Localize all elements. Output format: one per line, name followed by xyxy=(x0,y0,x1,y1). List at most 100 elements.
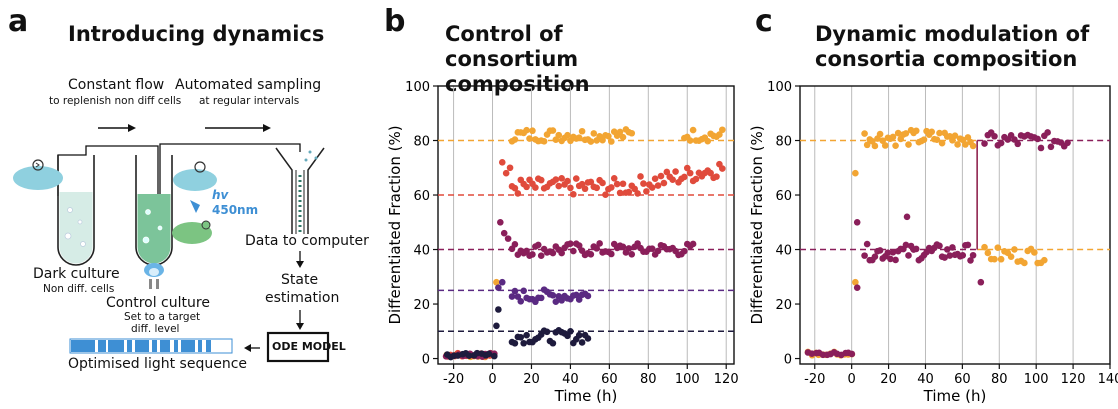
data-point xyxy=(949,244,956,251)
data-point xyxy=(599,179,606,187)
data-point xyxy=(523,126,530,134)
data-point xyxy=(584,335,592,342)
data-point xyxy=(981,140,988,147)
data-point xyxy=(619,243,627,251)
x-tick-label: 80 xyxy=(640,372,657,387)
data-point xyxy=(1064,139,1071,147)
ode-model-label: ODE MODEL xyxy=(272,340,346,353)
data-point xyxy=(504,235,512,242)
data-point xyxy=(943,246,951,253)
chart-b: -20 0 20 40 60 80 100 120 0 20 40 60 80 100 Time (h) Di… xyxy=(386,80,739,405)
dark-culture-subtitle: Non diff. cells xyxy=(43,283,115,295)
data-point xyxy=(552,298,560,306)
data-point xyxy=(713,173,720,180)
data-point xyxy=(555,182,563,190)
y-tick-label: 0 xyxy=(422,353,430,368)
data-point xyxy=(1007,253,1015,260)
x-tick-label: 20 xyxy=(880,372,897,387)
data-point xyxy=(876,130,884,138)
data-point xyxy=(537,294,545,302)
data-point xyxy=(495,306,502,313)
data-point xyxy=(716,131,723,138)
data-point xyxy=(967,257,974,264)
data-point xyxy=(984,249,992,257)
data-point xyxy=(564,131,571,139)
light-sequence-label: Optimised light sequence xyxy=(68,356,247,372)
y-tick-label: 60 xyxy=(775,189,792,204)
panel-c-title-text: Dynamic modulation of consortia composit… xyxy=(815,22,1090,71)
x-tick-label: 0 xyxy=(848,372,856,387)
plot-frame xyxy=(799,85,1111,365)
data-point xyxy=(578,127,586,135)
data-point xyxy=(994,244,1002,251)
x-tick-label: 60 xyxy=(601,372,618,387)
data-point xyxy=(567,184,574,192)
data-point xyxy=(532,184,539,191)
data-point xyxy=(514,190,522,197)
data-point xyxy=(610,174,618,182)
data-point xyxy=(596,240,603,247)
data-point xyxy=(517,297,525,305)
data-point xyxy=(497,218,504,226)
y-tick-label: 100 xyxy=(405,80,430,95)
control-culture-tube-icon xyxy=(135,155,173,266)
data-point xyxy=(889,133,897,141)
panel-a-diagram xyxy=(13,124,330,363)
x-tick-label: 0 xyxy=(488,372,496,387)
data-point xyxy=(692,175,700,183)
down-arrow-icon xyxy=(296,251,304,268)
data-point xyxy=(613,180,621,188)
y-tick-label: 40 xyxy=(413,244,430,259)
data-point xyxy=(534,241,542,249)
data-point xyxy=(1037,144,1045,152)
data-point xyxy=(903,213,911,221)
data-point xyxy=(861,252,868,259)
data-point xyxy=(599,136,606,144)
data-point xyxy=(498,278,506,286)
data-point xyxy=(686,137,694,144)
data-point xyxy=(537,252,545,259)
y-tick-label: 0 xyxy=(784,353,792,368)
data-point xyxy=(902,130,910,137)
panel-a-label: a xyxy=(8,4,29,39)
dark-culture-title: Dark culture xyxy=(33,266,120,282)
x-tick-label: 120 xyxy=(1061,372,1086,387)
y-tick-label: 60 xyxy=(413,189,430,204)
undifferentiated-cell-icon xyxy=(13,159,63,190)
wavelength-label: 450nm xyxy=(212,203,259,217)
data-point xyxy=(567,328,574,335)
data-point xyxy=(863,240,871,248)
y-axis-label: Differentiated Fraction (%) xyxy=(386,125,404,324)
data-point xyxy=(951,132,959,139)
ode-model-box xyxy=(266,331,330,363)
data-point xyxy=(520,287,527,295)
data-point xyxy=(991,132,998,140)
data-point xyxy=(529,127,536,135)
data-to-computer-label: Data to computer xyxy=(245,233,369,249)
panel-c-label: c xyxy=(755,4,773,39)
data-point xyxy=(625,245,633,252)
data-point xyxy=(654,247,662,255)
sampling-title: Automated sampling xyxy=(175,77,322,93)
data-point xyxy=(660,179,668,187)
data-point xyxy=(498,159,506,166)
data-point xyxy=(889,249,897,256)
data-point xyxy=(681,247,688,255)
data-point xyxy=(616,128,624,136)
data-point xyxy=(564,177,571,185)
data-point xyxy=(584,292,592,300)
data-point xyxy=(852,169,859,177)
data-point xyxy=(657,172,665,180)
data-point xyxy=(938,139,946,147)
data-point xyxy=(991,255,998,263)
data-point xyxy=(884,249,892,256)
data-point xyxy=(648,245,656,252)
data-point xyxy=(920,136,928,143)
data-point xyxy=(1011,246,1018,253)
green-cell-icon xyxy=(172,220,212,244)
data-point xyxy=(936,242,943,250)
state-estimation-label-1: State xyxy=(281,272,319,288)
data-point xyxy=(977,278,985,286)
data-point xyxy=(863,141,871,149)
flow-subtitle: to replenish non diff cells xyxy=(49,95,182,107)
